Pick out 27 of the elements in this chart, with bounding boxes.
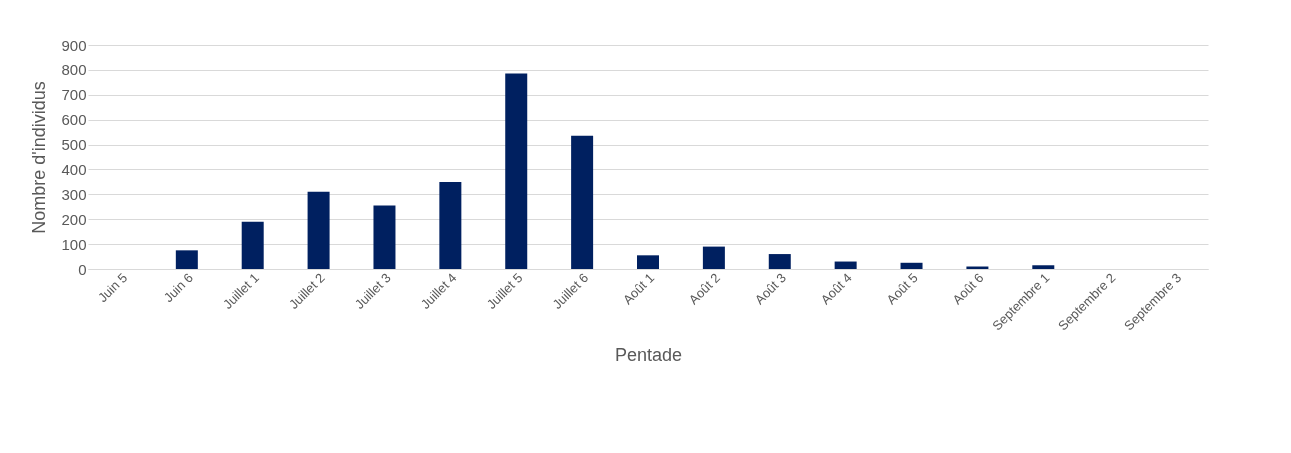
bar	[1032, 265, 1055, 269]
y-axis-title: Nombre d'individus	[29, 81, 50, 234]
bar	[702, 246, 725, 269]
x-tick-label: Juin 6	[160, 270, 197, 306]
bar	[900, 262, 923, 269]
bar	[571, 135, 594, 269]
y-tick-label: 100	[61, 235, 87, 253]
bar	[834, 261, 857, 269]
bar	[439, 181, 462, 269]
bar	[175, 250, 198, 269]
y-tick-label: 500	[61, 136, 87, 154]
y-tick-label: 800	[61, 61, 87, 79]
x-tick-label: Juin 5	[94, 270, 131, 306]
x-axis-title: Pentade	[614, 345, 683, 366]
y-tick-label: 300	[61, 185, 87, 203]
bar	[241, 221, 264, 269]
y-tick-label: 0	[78, 260, 87, 278]
y-tick-label: 700	[61, 86, 87, 104]
y-tick-label: 200	[61, 210, 87, 228]
bar	[637, 255, 659, 269]
bar	[373, 205, 396, 269]
y-tick-label: 900	[61, 36, 87, 54]
bar	[768, 254, 791, 269]
bar	[307, 191, 330, 269]
bar	[505, 73, 528, 269]
y-tick-label: 600	[61, 111, 87, 129]
y-tick-label: 400	[61, 160, 87, 178]
